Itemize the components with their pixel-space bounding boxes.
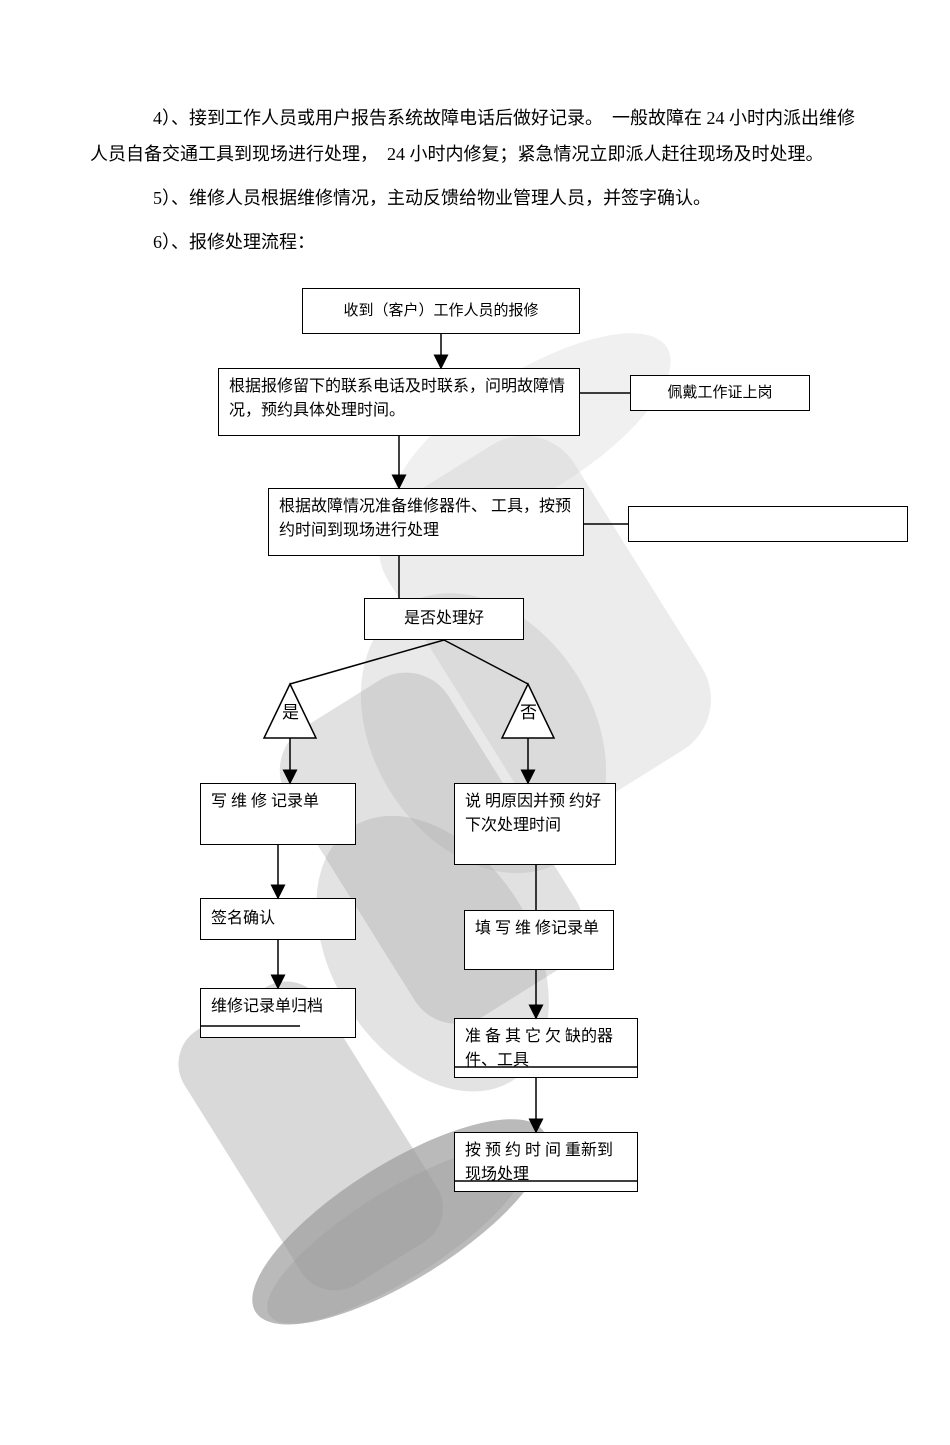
no-label: 否 xyxy=(520,703,537,722)
flowchart: 收到（客户）工作人员的报修 根据报修留下的联系电话及时联系，问明故障情况，预约具… xyxy=(0,278,950,1288)
paragraph-5: 5）、维修人员根据维修情况，主动反馈给物业管理人员，并签字确认。 xyxy=(0,180,950,216)
flow-connectors: 是 否 xyxy=(0,278,950,1288)
paragraph-4: 4）、接到工作人员或用户报告系统故障电话后做好记录。 一般故障在 24 小时内派… xyxy=(0,100,950,172)
paragraph-6: 6）、报修处理流程： xyxy=(0,224,950,260)
yes-label: 是 xyxy=(282,703,299,722)
